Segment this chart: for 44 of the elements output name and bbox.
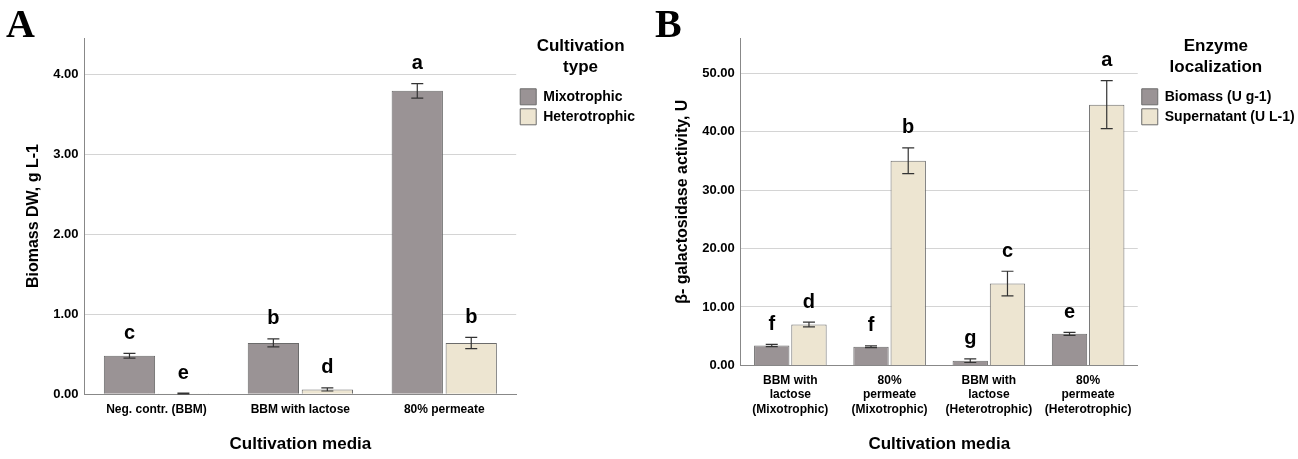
- y-tick-label: 40.00: [702, 123, 735, 139]
- annotation: f: [867, 313, 875, 336]
- x-tick-label: 80% permeate (Heterotrophic): [1044, 372, 1132, 416]
- legend-label: Mixotrophic: [543, 87, 623, 104]
- annotation: e: [177, 360, 189, 383]
- annotation: f: [768, 311, 776, 334]
- x-axis-title: Cultivation media: [229, 434, 372, 454]
- annotation: a: [1101, 48, 1114, 71]
- y-tick-label: 50.00: [702, 64, 735, 80]
- annotation: d: [321, 355, 334, 378]
- legend-label: Biomass (U g-1): [1164, 87, 1272, 104]
- y-tick-label: 3.00: [53, 145, 79, 161]
- y-tick-label: 30.00: [702, 181, 735, 197]
- y-tick-label: 20.00: [702, 240, 735, 256]
- legend-label: Supernatant (U L-1): [1164, 107, 1295, 124]
- x-tick-label: BBM with lactose (Heterotrophic): [945, 372, 1033, 416]
- x-tick-label: BBM with lactose: [250, 401, 351, 416]
- x-tick-label: Neg. contr. (BBM): [106, 401, 207, 416]
- annotation: d: [802, 289, 816, 312]
- y-tick-label: 1.00: [53, 305, 79, 321]
- x-tick-label: 80% permeate (Mixotrophic): [851, 372, 928, 416]
- y-tick-label: 0.00: [53, 385, 79, 401]
- y-tick-label: 10.00: [702, 298, 735, 314]
- annotation: b: [902, 115, 915, 138]
- x-tick-label: 80% permeate: [403, 401, 485, 416]
- annotation: e: [1063, 299, 1076, 322]
- annotation: b: [465, 304, 478, 327]
- y-tick-label: 4.00: [53, 65, 79, 81]
- y-axis-title: Biomass DW, g L-1: [24, 143, 42, 289]
- legend-title: Cultivation type: [536, 36, 625, 76]
- annotation: a: [411, 51, 424, 74]
- legend-label: Heterotrophic: [543, 107, 636, 124]
- annotation: c: [1001, 238, 1014, 261]
- annotation: b: [267, 306, 280, 329]
- annotation: g: [964, 326, 977, 349]
- y-tick-label: 0.00: [709, 356, 735, 372]
- y-tick-label: 2.00: [53, 225, 79, 241]
- x-tick-label: BBM with lactose (Mixotrophic): [752, 372, 829, 416]
- legend-title: Enzyme localization: [1169, 36, 1263, 76]
- annotation: c: [123, 320, 136, 343]
- chart-title: A: [6, 1, 35, 46]
- chart-title: B: [655, 1, 682, 46]
- x-axis-title: Cultivation media: [868, 434, 1011, 454]
- y-axis-title: β- galactosidase activity, U: [673, 99, 691, 304]
